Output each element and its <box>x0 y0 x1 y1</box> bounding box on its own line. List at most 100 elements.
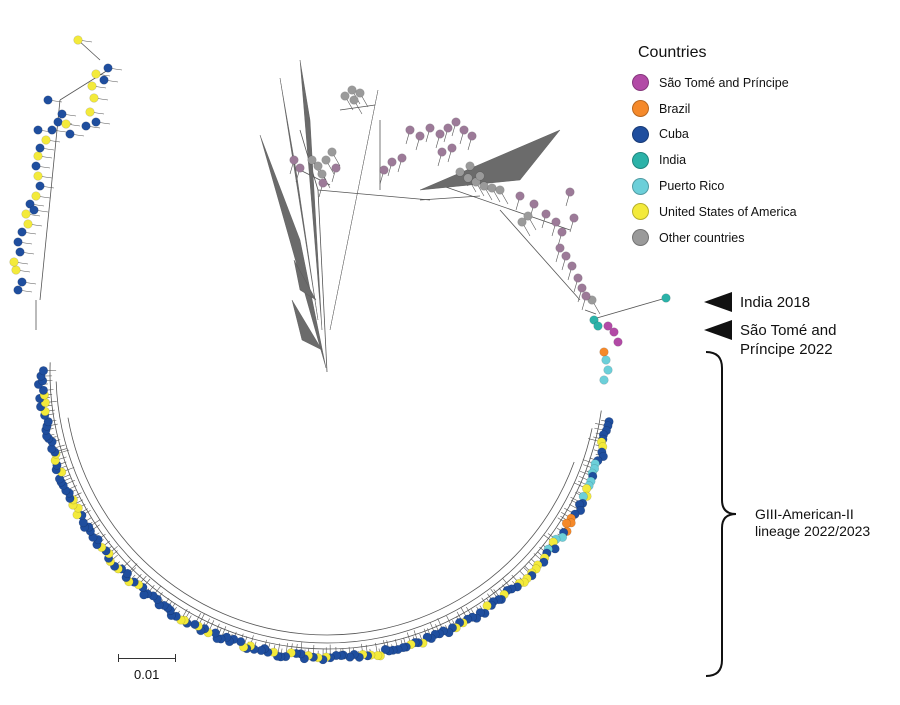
branch <box>317 189 328 373</box>
tip-node <box>561 251 571 261</box>
tip-node <box>355 88 365 98</box>
tip-node <box>17 277 27 287</box>
tip-node <box>13 237 23 247</box>
tip-node <box>551 217 561 227</box>
tip-node <box>405 125 415 135</box>
tip-node <box>465 161 475 171</box>
tip-node <box>21 209 31 219</box>
legend-swatch-sao-tome <box>632 74 649 92</box>
scale-bar <box>118 654 176 662</box>
tip-node <box>340 91 350 101</box>
tip-node <box>517 217 527 227</box>
tip-node <box>437 147 447 157</box>
legend-item-other: Other countries <box>632 225 852 251</box>
tip-node <box>467 131 477 141</box>
tip-node <box>455 167 465 177</box>
tip-node <box>582 483 592 494</box>
tip-node <box>122 568 133 579</box>
tip-node <box>38 385 49 395</box>
tip-node <box>9 257 19 267</box>
tip-node <box>603 365 613 375</box>
tip-node <box>99 75 109 85</box>
scale-label: 0.01 <box>134 667 160 682</box>
tip-node <box>327 147 337 157</box>
tip-node <box>613 337 623 347</box>
tip-node <box>569 213 579 223</box>
branch <box>317 189 431 201</box>
tip-node <box>11 265 21 275</box>
branch <box>589 297 667 321</box>
legend-label-puerto-rico: Puerto Rico <box>659 179 725 194</box>
collapsed-clade <box>329 89 379 331</box>
tip-node <box>13 285 23 295</box>
tip-node <box>609 327 619 337</box>
tip-node <box>567 261 577 271</box>
tip-node <box>65 129 75 139</box>
tip-node <box>459 125 469 135</box>
tip-node <box>35 143 45 153</box>
tip-node <box>295 163 305 173</box>
tip-node <box>289 155 299 165</box>
tip-node <box>349 95 359 105</box>
tip-node <box>33 171 43 181</box>
tip-node <box>487 183 497 193</box>
tip-node <box>347 85 357 95</box>
tip-node <box>599 347 609 357</box>
tip-node <box>318 178 328 188</box>
tip-node <box>35 181 45 191</box>
legend-swatch-brazil <box>632 100 649 118</box>
sao-tome-arrow <box>704 320 732 340</box>
tip-node <box>515 191 525 201</box>
tree-tips <box>9 35 671 665</box>
tip-node <box>331 163 341 173</box>
tip-node <box>422 632 432 642</box>
collapsed-clade <box>293 259 317 301</box>
tip-node <box>475 171 485 181</box>
legend-label-india: India <box>659 153 687 168</box>
legend-item-cuba: Cuba <box>632 122 852 148</box>
legend-label-cuba: Cuba <box>659 127 689 142</box>
lineage-label-line2: lineage 2022/2023 <box>755 523 871 539</box>
legend-swatch-usa <box>632 203 649 221</box>
collapsed-clade <box>259 134 327 369</box>
tip-node <box>523 211 533 221</box>
legend-item-sao-tome: São Tomé and Príncipe <box>632 70 852 96</box>
branch-arc <box>67 417 575 636</box>
legend-item-india: India <box>632 147 852 173</box>
tip-node <box>61 119 71 129</box>
tip-node <box>387 157 397 167</box>
sao-tome-label-line2: Príncipe 2022 <box>740 341 833 358</box>
tip-node <box>57 109 67 119</box>
legend-title: Countries <box>638 44 707 61</box>
legend-swatch-other <box>632 229 649 247</box>
tip-node <box>43 95 53 105</box>
tip-node <box>529 199 539 209</box>
collapsed-clade <box>279 77 319 321</box>
tip-node <box>307 155 317 165</box>
tip-node <box>23 219 33 229</box>
lineage-label-line1: GIII-American-II <box>755 506 854 522</box>
tip-node <box>573 273 583 283</box>
tip-node <box>85 107 95 117</box>
tip-node <box>577 283 587 293</box>
legend-label-other: Other countries <box>659 230 745 245</box>
branch <box>39 99 61 301</box>
tip-node <box>593 321 603 331</box>
tip-node <box>91 69 101 79</box>
collapsed-clade <box>419 129 561 191</box>
legend-label-sao-tome: São Tomé and Príncipe <box>659 75 789 90</box>
tip-node <box>495 185 505 195</box>
branch <box>59 69 109 101</box>
tip-node <box>41 135 51 145</box>
tip-node <box>415 131 425 141</box>
tip-node <box>380 644 390 655</box>
tip-node <box>15 247 25 257</box>
tip-node <box>463 173 473 183</box>
tip-node <box>661 293 671 303</box>
tip-node <box>379 165 389 175</box>
tip-node <box>451 117 461 127</box>
legend-swatch-india <box>632 151 649 169</box>
lineage-label: GIII-American-II lineage 2022/2023 <box>755 506 870 540</box>
branch <box>584 309 597 315</box>
